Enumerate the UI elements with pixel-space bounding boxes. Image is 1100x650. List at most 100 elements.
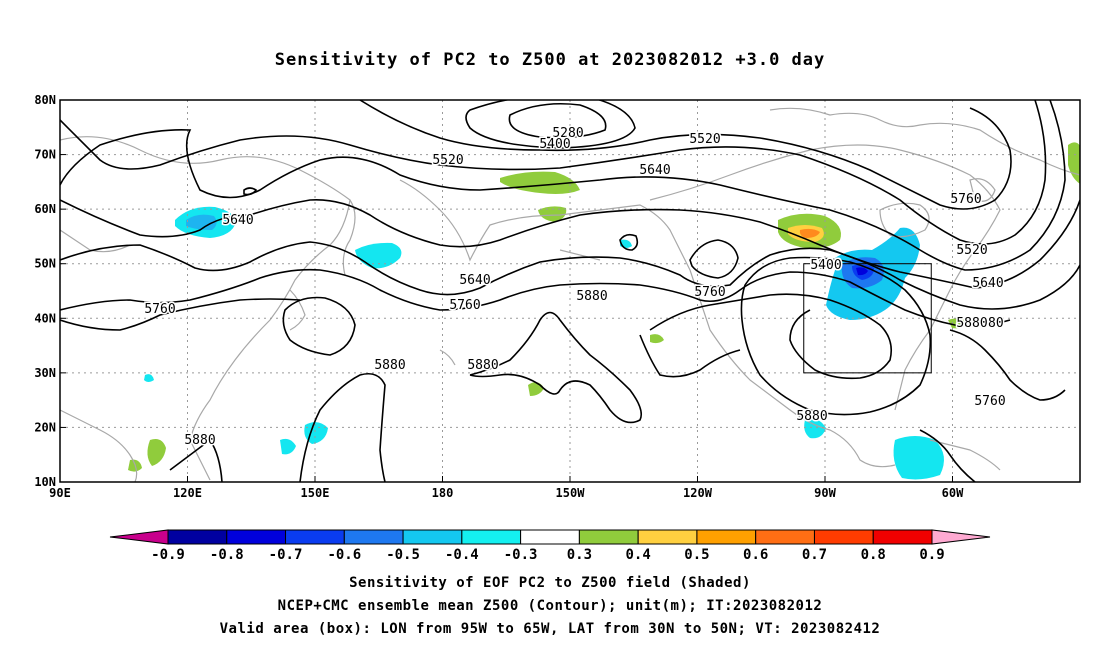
contour-line bbox=[60, 241, 1080, 310]
colorbar-tick-label: 0.4 bbox=[626, 547, 651, 563]
chart-title: Sensitivity of PC2 to Z500 at 2023082012… bbox=[274, 50, 826, 70]
shade-patch bbox=[538, 206, 567, 222]
contour-line bbox=[60, 298, 301, 331]
shade-patch bbox=[186, 214, 217, 230]
coastline bbox=[929, 439, 1001, 471]
colorbar-tick-label: 0.3 bbox=[567, 547, 592, 563]
colorbar-swatch bbox=[402, 529, 463, 545]
shade-patch bbox=[355, 242, 402, 269]
coastline bbox=[879, 202, 930, 238]
contour-line bbox=[465, 100, 636, 149]
contour-label: 5880 bbox=[956, 316, 987, 331]
coastline bbox=[289, 289, 306, 331]
contour-label: 5520 bbox=[432, 153, 463, 168]
lon-tick-label: 90W bbox=[814, 486, 836, 500]
contour-label: 5880 bbox=[467, 358, 498, 373]
colorbar-swatch bbox=[755, 529, 815, 545]
lat-tick-label: 80N bbox=[34, 93, 56, 107]
lon-tick-label: 120W bbox=[683, 486, 713, 500]
lon-tick-label: 120E bbox=[173, 486, 202, 500]
coastline bbox=[559, 249, 601, 261]
shade-patch bbox=[147, 439, 166, 466]
shade-patch bbox=[500, 171, 580, 194]
colorbar-swatch bbox=[285, 529, 345, 545]
contour-line bbox=[60, 268, 1011, 327]
contour-label: 5400 bbox=[810, 258, 841, 273]
coastline bbox=[649, 144, 1001, 411]
shade-patch bbox=[650, 334, 664, 344]
caption-line-2: NCEP+CMC ensemble mean Z500 (Contour); u… bbox=[277, 598, 823, 614]
z500-contours bbox=[60, 100, 1080, 482]
colorbar-tick-label: 0.8 bbox=[861, 547, 886, 563]
caption-line-1: Sensitivity of EOF PC2 to Z500 field (Sh… bbox=[349, 575, 751, 591]
colorbar-swatch bbox=[696, 529, 757, 545]
colorbar-high-extension bbox=[931, 529, 991, 545]
contour-line bbox=[508, 102, 607, 139]
map-axes: 90E 120E 150E 180 150W 120W 90W 60W 80N 70N 60N 50N… bbox=[34, 93, 964, 500]
coastline bbox=[60, 409, 138, 482]
shade-patch bbox=[893, 436, 944, 480]
contour-label: 5880 bbox=[184, 433, 215, 448]
contour-label: 5520 bbox=[956, 243, 987, 258]
shade-patch bbox=[804, 418, 826, 439]
contour-line bbox=[619, 233, 639, 251]
contour-label: 5880 bbox=[810, 258, 841, 273]
lon-tick-label: 180 bbox=[432, 486, 454, 500]
colorbar-swatch bbox=[343, 529, 404, 545]
contour-label: 5280 bbox=[552, 126, 583, 141]
contour-label: 5760 bbox=[449, 298, 480, 313]
shade-patch bbox=[528, 382, 544, 396]
colorbar-tick-label: -0.5 bbox=[386, 547, 420, 563]
contour-line bbox=[469, 311, 643, 424]
contour-label: 5760 bbox=[694, 285, 725, 300]
valid-area-box bbox=[803, 263, 932, 374]
colorbar-swatch bbox=[578, 529, 639, 545]
lat-tick-label: 30N bbox=[34, 366, 56, 380]
colorbar-low-extension bbox=[109, 529, 169, 545]
contour-line bbox=[949, 329, 1066, 401]
colorbar-swatch bbox=[461, 529, 522, 545]
shade-patch bbox=[304, 422, 328, 444]
contour-label: 5640 bbox=[972, 276, 1003, 291]
sensitivity-shading bbox=[128, 142, 1080, 480]
coastline bbox=[769, 107, 1080, 176]
contour-label: 5640 bbox=[222, 213, 253, 228]
shade-patch bbox=[799, 228, 820, 238]
shade-patch bbox=[1068, 142, 1080, 184]
contour-label: 5640 bbox=[639, 163, 670, 178]
lon-tick-label: 60W bbox=[942, 486, 964, 500]
contour-line bbox=[639, 334, 741, 378]
contour-line bbox=[649, 293, 893, 380]
contour-label: 5640 bbox=[459, 273, 490, 288]
lon-tick-label: 150W bbox=[556, 486, 586, 500]
colorbar-tick-label: -0.3 bbox=[504, 547, 538, 563]
contour-line bbox=[919, 429, 976, 482]
lat-tick-label: 70N bbox=[34, 148, 56, 162]
colorbar-tick-label: -0.4 bbox=[445, 547, 479, 563]
shade-patch bbox=[856, 267, 868, 276]
colorbar-tick-label: 0.6 bbox=[743, 547, 768, 563]
colorbar-swatch bbox=[637, 529, 698, 545]
coastline bbox=[60, 229, 131, 253]
contour-line bbox=[60, 100, 1047, 245]
colorbar-swatch bbox=[520, 529, 580, 545]
colorbar-tick-label: -0.8 bbox=[210, 547, 244, 563]
shade-patch bbox=[144, 374, 154, 382]
contour-labels: 5280540055205520564056405640576057605760… bbox=[143, 125, 1007, 450]
coastline bbox=[60, 136, 351, 481]
contour-line bbox=[169, 438, 223, 482]
contour-label: 5400 bbox=[539, 137, 570, 152]
contour-line bbox=[740, 256, 932, 416]
contour-label: 5760 bbox=[144, 302, 175, 317]
colorbar-swatch bbox=[167, 529, 228, 545]
colorbar: -0.9 -0.8 -0.7 -0.6 -0.5 -0.4 -0.3 0.3 0.4 0.5 0.6… bbox=[109, 529, 991, 563]
caption-line-3: Valid area (box): LON from 95W to 65W, L… bbox=[219, 621, 881, 637]
colorbar-tick-label: 0.7 bbox=[802, 547, 827, 563]
colorbar-swatch bbox=[813, 529, 874, 545]
contour-line bbox=[60, 100, 1066, 271]
colorbar-swatch bbox=[872, 529, 933, 545]
lat-tick-label: 50N bbox=[34, 257, 56, 271]
contour-label: 5880 bbox=[374, 358, 405, 373]
contour-label: 5520 bbox=[689, 132, 720, 147]
